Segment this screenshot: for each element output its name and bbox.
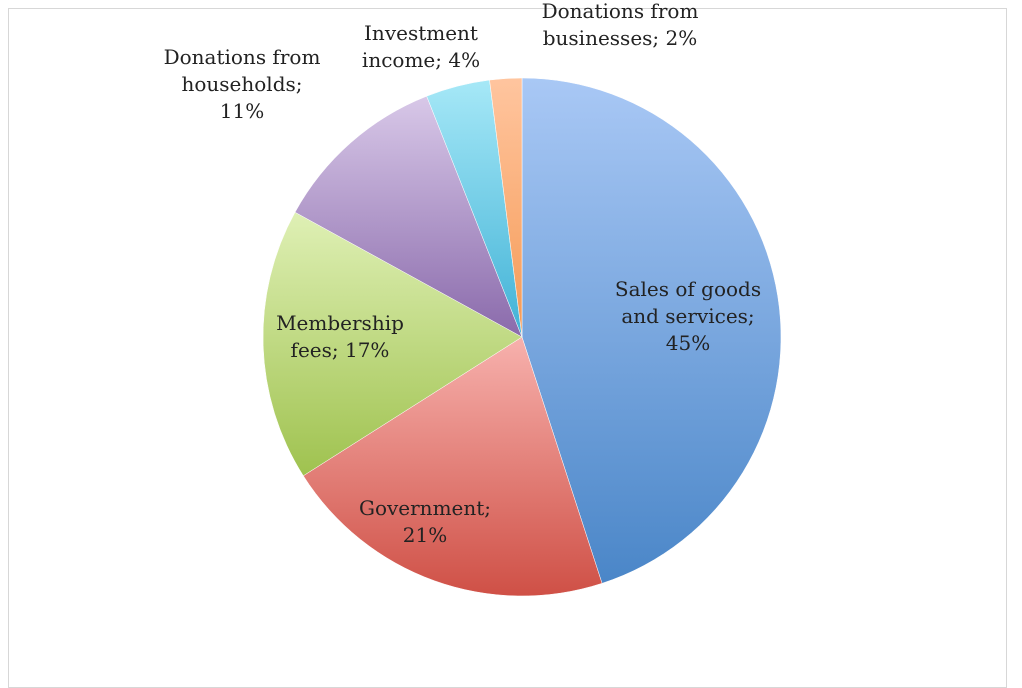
slice-label-0: Sales of goods and services; 45%: [615, 277, 761, 355]
slice-label-2-line-0: Membership: [276, 311, 404, 335]
slice-label-5-line-0: Donations from: [542, 0, 699, 23]
slice-label-5-line-1: businesses; 2%: [543, 26, 698, 50]
slice-label-1-line-1: 21%: [403, 523, 447, 547]
slice-label-1-line-0: Government;: [359, 496, 491, 520]
pie-labels: Sales of goods and services; 45% Government…: [164, 0, 762, 547]
pie-slice-5: [489, 77, 523, 338]
pie-slice-0: [521, 77, 782, 584]
pie-slice-3: [294, 95, 523, 338]
slice-label-3-line-0: Donations from: [164, 45, 321, 69]
slice-label-4-line-0: Investment: [364, 21, 478, 45]
slice-label-0-line-2: 45%: [666, 331, 710, 355]
slice-label-3-line-2: 11%: [220, 99, 264, 123]
slice-label-2: Membership fees; 17%: [276, 311, 404, 362]
slice-label-0-line-1: and services;: [621, 304, 754, 328]
slice-label-2-line-1: fees; 17%: [291, 338, 390, 362]
slice-label-5: Donations from businesses; 2%: [542, 0, 699, 50]
slice-label-4-line-1: income; 4%: [362, 48, 480, 72]
pie-slice-2: [262, 211, 523, 477]
pie-slices: [262, 77, 782, 597]
pie-chart: Sales of goods and services; 45% Government…: [164, 0, 782, 597]
slice-label-4: Investment income; 4%: [362, 21, 480, 72]
slice-label-1: Government; 21%: [359, 496, 491, 547]
slice-label-3-line-1: households;: [181, 72, 302, 96]
pie-slice-1: [302, 336, 603, 597]
slice-label-3: Donations from households; 11%: [164, 45, 321, 123]
slice-label-0-line-0: Sales of goods: [615, 277, 761, 301]
